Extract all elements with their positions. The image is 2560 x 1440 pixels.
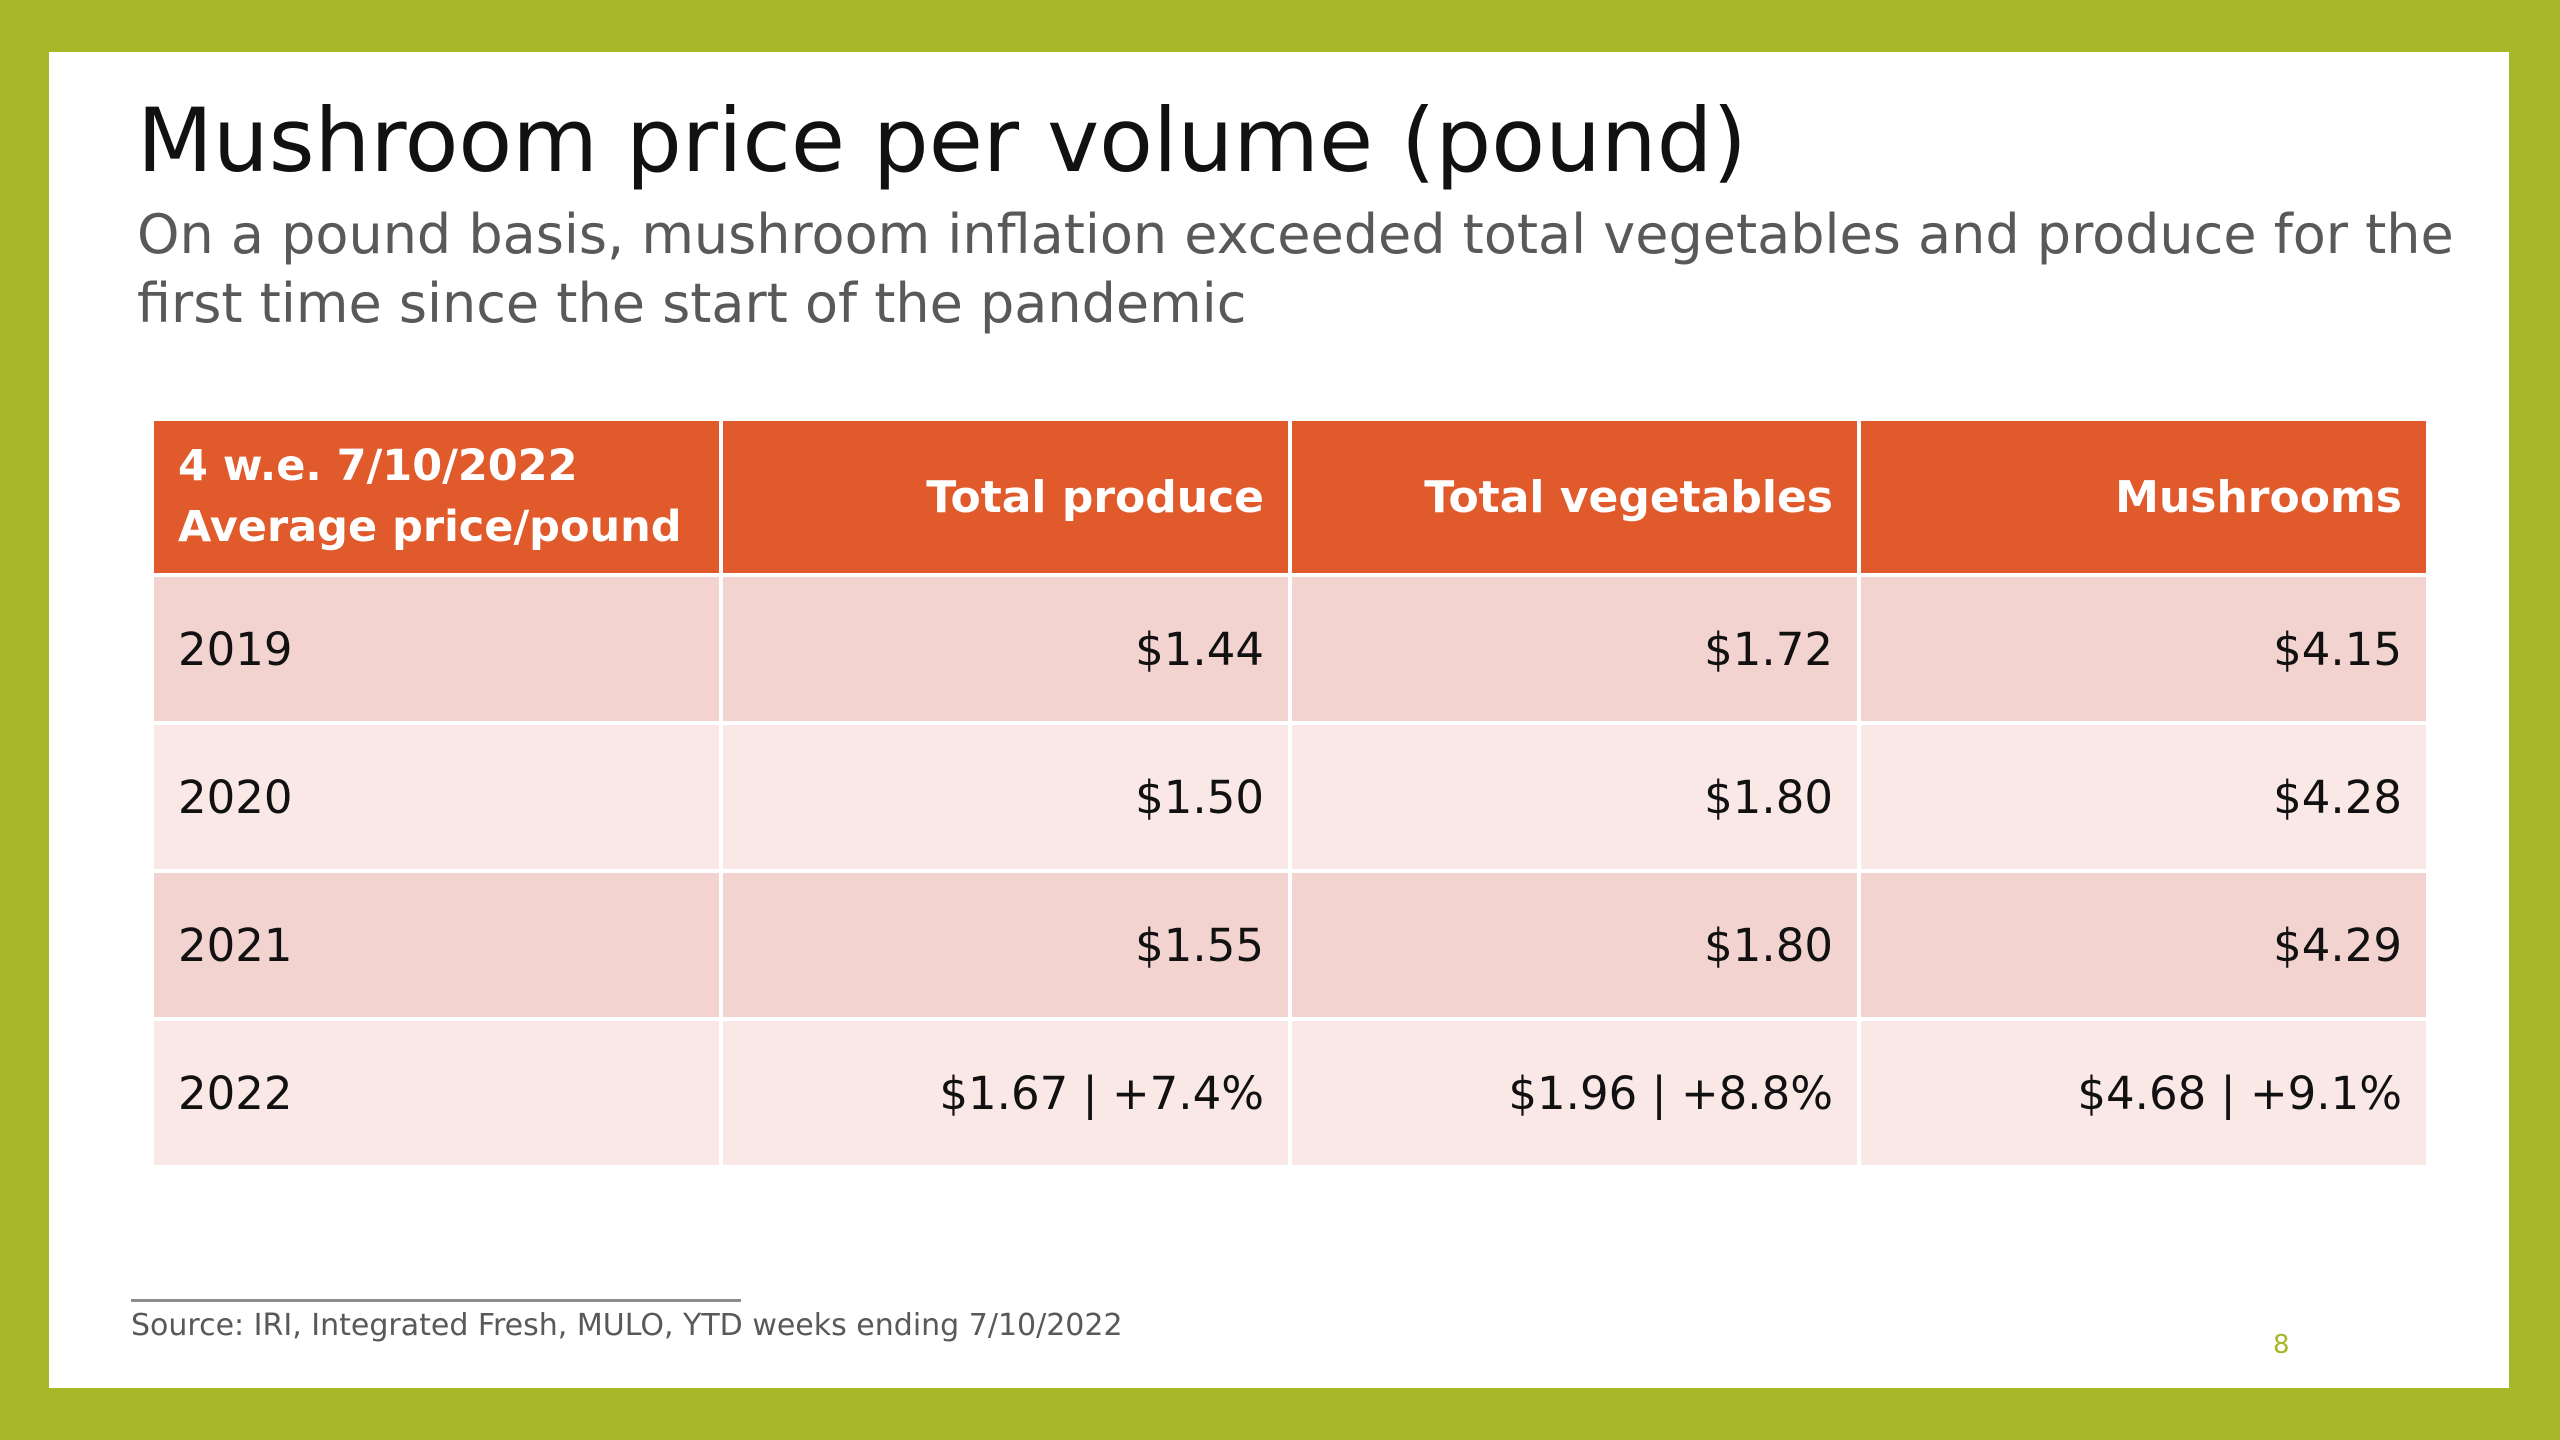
slide-subtitle: On a pound basis, mushroom inflation exc…	[137, 203, 2454, 336]
page-number: 8	[2273, 1330, 2290, 1360]
column-header-total-vegetables: Total vegetables	[1292, 421, 1857, 573]
table-row: 2021 $1.55 $1.80 $4.29	[154, 873, 2426, 1017]
table-row: 2020 $1.50 $1.80 $4.28	[154, 725, 2426, 869]
row-year: 2022	[154, 1021, 719, 1165]
source-note: Source: IRI, Integrated Fresh, MULO, YTD…	[131, 1308, 1123, 1343]
stub-header-measure: Average price/pound	[178, 502, 682, 552]
cell-total-vegetables: $1.80	[1292, 873, 1857, 1017]
price-table: 4 w.e. 7/10/2022 Average price/pound Tot…	[150, 417, 2430, 1169]
cell-mushrooms: $4.28	[1861, 725, 2426, 869]
cell-total-vegetables: $1.80	[1292, 725, 1857, 869]
slide: Mushroom price per volume (pound) On a p…	[49, 52, 2509, 1388]
cell-total-produce: $1.44	[723, 577, 1288, 721]
table-header-row: 4 w.e. 7/10/2022 Average price/pound Tot…	[154, 421, 2426, 573]
cell-mushrooms: $4.68 | +9.1%	[1861, 1021, 2426, 1165]
cell-total-produce: $1.55	[723, 873, 1288, 1017]
cell-total-produce: $1.67 | +7.4%	[723, 1021, 1288, 1165]
row-year: 2019	[154, 577, 719, 721]
footnote-divider	[131, 1299, 741, 1302]
row-year: 2020	[154, 725, 719, 869]
stub-header-period: 4 w.e. 7/10/2022	[178, 440, 578, 491]
cell-total-vegetables: $1.72	[1292, 577, 1857, 721]
table-row: 2019 $1.44 $1.72 $4.15	[154, 577, 2426, 721]
cell-total-produce: $1.50	[723, 725, 1288, 869]
column-header-total-produce: Total produce	[723, 421, 1288, 573]
table-row: 2022 $1.67 | +7.4% $1.96 | +8.8% $4.68 |…	[154, 1021, 2426, 1165]
cell-total-vegetables: $1.96 | +8.8%	[1292, 1021, 1857, 1165]
column-header-mushrooms: Mushrooms	[1861, 421, 2426, 573]
slide-title: Mushroom price per volume (pound)	[137, 89, 1747, 192]
cell-mushrooms: $4.15	[1861, 577, 2426, 721]
cell-mushrooms: $4.29	[1861, 873, 2426, 1017]
stub-header: 4 w.e. 7/10/2022 Average price/pound	[154, 421, 719, 573]
row-year: 2021	[154, 873, 719, 1017]
